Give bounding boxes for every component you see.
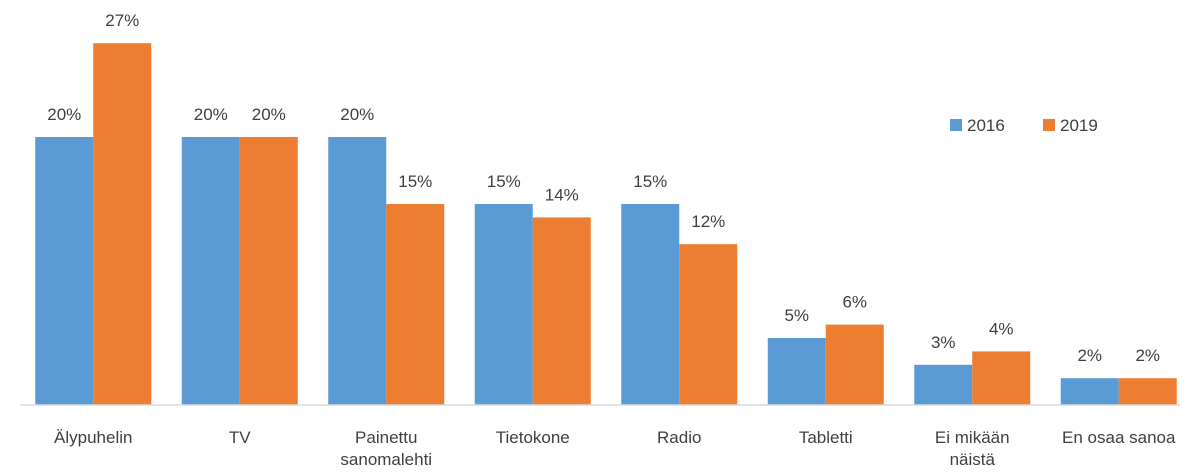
- value-label-2016-5: 5%: [784, 306, 809, 325]
- category-label-0: Älypuhelin: [54, 428, 132, 447]
- category-labels-layer: Älypuhelin TV Painettu sanomalehti Tietokone…: [54, 428, 1176, 469]
- value-label-2019-3: 14%: [545, 185, 579, 204]
- bar-2016-1: [181, 137, 240, 405]
- value-label-2019-5: 6%: [842, 293, 867, 312]
- category-label-6: Ei mikään näistä: [935, 428, 1010, 469]
- legend: 2016 2019: [950, 116, 1098, 135]
- value-label-2016-7: 2%: [1077, 346, 1102, 365]
- legend-swatch-2016: [950, 119, 962, 131]
- value-label-2019-6: 4%: [989, 319, 1014, 338]
- value-labels-layer: 20% 27% 20% 20% 20% 15% 15% 14% 15% 12% 5% 6% 3% 4% 2%…: [47, 11, 1160, 365]
- category-label-1: TV: [229, 428, 251, 447]
- category-label-4: Radio: [657, 428, 701, 447]
- bar-2016-6: [914, 364, 973, 405]
- bar-2019-5: [825, 324, 884, 405]
- value-label-2019-0: 27%: [105, 11, 139, 30]
- value-label-2016-4: 15%: [633, 172, 667, 191]
- bar-2016-0: [35, 137, 94, 405]
- value-label-2016-3: 15%: [487, 172, 521, 191]
- bar-2016-3: [474, 204, 533, 405]
- value-label-2019-4: 12%: [691, 212, 725, 231]
- legend-label-2016: 2016: [967, 116, 1005, 135]
- bar-2019-6: [972, 351, 1031, 405]
- bar-2019-3: [532, 217, 591, 405]
- category-label-2: Painettu sanomalehti: [340, 428, 432, 469]
- legend-label-2019: 2019: [1060, 116, 1098, 135]
- category-label-5: Tabletti: [799, 428, 853, 447]
- value-label-2016-6: 3%: [931, 333, 956, 352]
- bar-2016-5: [767, 338, 826, 405]
- value-label-2019-1: 20%: [252, 105, 286, 124]
- value-label-2016-0: 20%: [47, 105, 81, 124]
- bar-2019-2: [386, 204, 445, 405]
- bar-2016-2: [328, 137, 387, 405]
- value-label-2016-1: 20%: [194, 105, 228, 124]
- bar-2019-4: [679, 244, 738, 405]
- category-label-3: Tietokone: [496, 428, 570, 447]
- category-label-7: En osaa sanoa: [1062, 428, 1176, 447]
- bar-2019-0: [93, 43, 152, 405]
- bar-2019-7: [1118, 378, 1177, 405]
- bar-2016-7: [1060, 378, 1119, 405]
- bar-2016-4: [621, 204, 680, 405]
- legend-swatch-2019: [1043, 119, 1055, 131]
- bar-2019-1: [239, 137, 298, 405]
- value-label-2019-2: 15%: [398, 172, 432, 191]
- value-label-2019-7: 2%: [1135, 346, 1160, 365]
- value-label-2016-2: 20%: [340, 105, 374, 124]
- bars-layer: [35, 43, 1177, 405]
